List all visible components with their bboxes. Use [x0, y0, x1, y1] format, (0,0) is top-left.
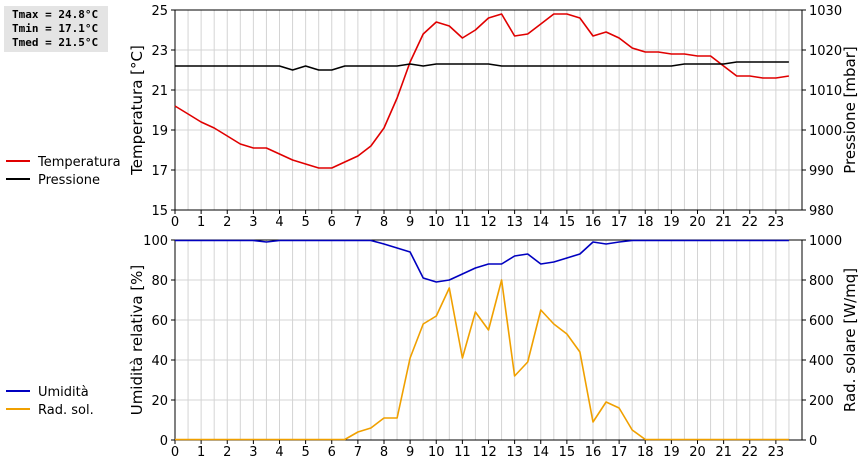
- left-tick-label: 100: [143, 234, 168, 249]
- x-tick-label: 14: [532, 215, 549, 230]
- legend-humidity-radiation: Umidità Rad. sol.: [6, 385, 94, 418]
- x-tick-label: 22: [741, 215, 758, 230]
- x-tick-label: 15: [559, 215, 576, 230]
- x-tick-label: 19: [663, 215, 680, 230]
- x-tick-label: 1: [197, 215, 205, 230]
- x-tick-label: 19: [663, 445, 680, 460]
- left-tick-label: 19: [151, 124, 168, 139]
- x-tick-label: 2: [223, 215, 231, 230]
- x-tick-label: 8: [380, 215, 388, 230]
- x-tick-label: 20: [689, 445, 706, 460]
- series-line-pressione: [175, 61, 789, 71]
- x-tick-label: 7: [354, 215, 362, 230]
- x-tick-label: 17: [611, 215, 628, 230]
- x-tick-label: 10: [428, 215, 445, 230]
- x-tick-label: 13: [506, 445, 523, 460]
- right-tick-label: 400: [809, 354, 834, 369]
- right-axis-label: Pressione [mbar]: [841, 46, 859, 174]
- right-tick-label: 200: [809, 394, 834, 409]
- series-line-temperatura: [174, 13, 790, 169]
- x-tick-label: 12: [480, 215, 497, 230]
- left-tick-label: 60: [151, 314, 168, 329]
- x-tick-label: 16: [585, 445, 602, 460]
- x-tick-label: 18: [637, 445, 654, 460]
- x-tick-label: 11: [454, 215, 471, 230]
- right-tick-label: 1020: [809, 44, 842, 59]
- left-tick-label: 0: [160, 434, 168, 449]
- tmax-text: Tmax = 24.8°C: [12, 8, 99, 21]
- right-axis-label: Rad. solare [W/mq]: [841, 268, 859, 412]
- right-tick-label: 600: [809, 314, 834, 329]
- right-tick-label: 1030: [809, 4, 842, 19]
- x-tick-label: 2: [223, 445, 231, 460]
- x-tick-label: 7: [354, 445, 362, 460]
- left-tick-label: 20: [151, 394, 168, 409]
- x-tick-label: 0: [171, 445, 179, 460]
- tmed-text: Tmed = 21.5°C: [12, 36, 99, 49]
- legend-label-pressione: Pressione: [38, 173, 100, 188]
- temperature-pressure-chart: 0 1 2 3 4 5 6 7 8 9 10 11 12 13 14 15 16 17 18 19 20 21 22 2315…: [128, 4, 859, 230]
- tmin-text: Tmin = 17.1°C: [12, 22, 99, 35]
- left-tick-label: 40: [151, 354, 168, 369]
- left-tick-label: 17: [151, 164, 168, 179]
- x-tick-label: 4: [275, 445, 283, 460]
- right-tick-label: 1000: [809, 234, 842, 249]
- right-tick-label: 0: [809, 434, 817, 449]
- stats-box: Tmax = 24.8°C Tmin = 17.1°C Tmed = 21.5°…: [4, 6, 108, 52]
- x-tick-label: 17: [611, 445, 628, 460]
- left-tick-label: 80: [151, 274, 168, 289]
- left-axis-label: Umidità relativa [%]: [128, 265, 146, 416]
- x-tick-label: 9: [406, 215, 414, 230]
- humidity-radiation-chart: 0 1 2 3 4 5 6 7 8 9 10 11 12 13 14 15 16 17 18 19 20 21 22 2302…: [128, 234, 859, 460]
- right-tick-label: 990: [809, 164, 834, 179]
- legend-label-temperatura: Temperatura: [37, 155, 121, 170]
- x-tick-label: 13: [506, 215, 523, 230]
- left-axis-label: Temperatura [°C]: [128, 45, 146, 176]
- x-tick-label: 5: [301, 215, 309, 230]
- x-tick-label: 6: [328, 215, 336, 230]
- right-tick-label: 1010: [809, 84, 842, 99]
- x-tick-label: 12: [480, 445, 497, 460]
- x-tick-label: 21: [715, 215, 732, 230]
- x-tick-label: 18: [637, 215, 654, 230]
- left-tick-label: 21: [151, 84, 168, 99]
- x-tick-label: 4: [275, 215, 283, 230]
- left-tick-label: 23: [151, 44, 168, 59]
- x-tick-label: 21: [715, 445, 732, 460]
- x-tick-label: 14: [532, 445, 549, 460]
- x-tick-label: 10: [428, 445, 445, 460]
- x-tick-label: 15: [559, 445, 576, 460]
- right-tick-label: 800: [809, 274, 834, 289]
- legend-temperature-pressure: Temperatura Pressione: [6, 155, 121, 188]
- x-tick-label: 6: [328, 445, 336, 460]
- x-tick-label: 22: [741, 445, 758, 460]
- x-tick-label: 5: [301, 445, 309, 460]
- x-tick-label: 3: [249, 445, 257, 460]
- x-tick-label: 23: [768, 215, 785, 230]
- legend-label-umidita: Umidità: [38, 385, 89, 400]
- x-tick-label: 8: [380, 445, 388, 460]
- x-tick-label: 16: [585, 215, 602, 230]
- x-tick-label: 20: [689, 215, 706, 230]
- x-tick-label: 11: [454, 445, 471, 460]
- left-tick-label: 15: [151, 204, 168, 219]
- x-tick-label: 9: [406, 445, 414, 460]
- right-tick-label: 980: [809, 204, 834, 219]
- x-tick-label: 23: [768, 445, 785, 460]
- legend-label-rad-sol: Rad. sol.: [38, 403, 94, 418]
- series-line-umidita: [175, 239, 789, 283]
- right-tick-label: 1000: [809, 124, 842, 139]
- series-line-rad-sol: [175, 279, 789, 441]
- x-tick-label: 3: [249, 215, 257, 230]
- x-tick-label: 0: [171, 215, 179, 230]
- x-tick-label: 1: [197, 445, 205, 460]
- left-tick-label: 25: [151, 4, 168, 19]
